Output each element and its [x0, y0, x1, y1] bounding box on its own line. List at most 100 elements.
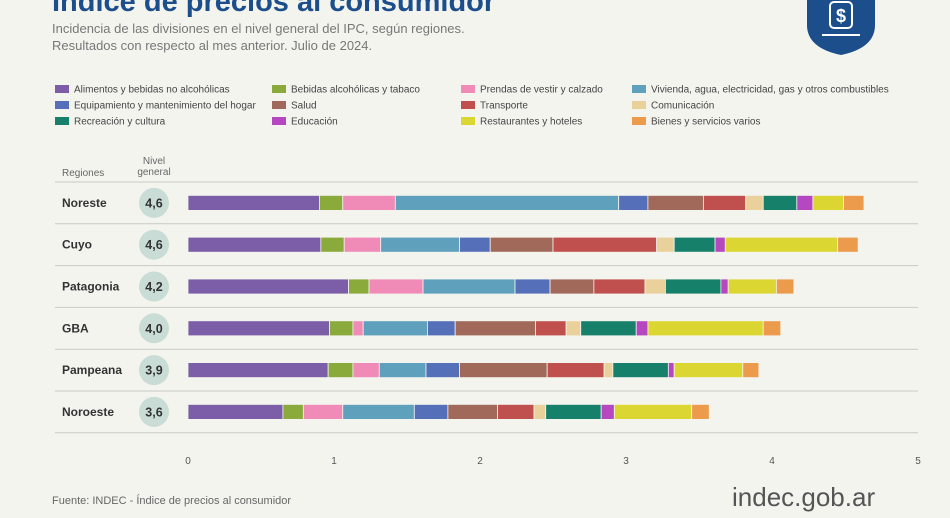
logo-icon: $	[807, 0, 875, 55]
category-label: GBA	[62, 321, 89, 335]
bar-segment	[352, 362, 380, 379]
legend-label: Salud	[291, 101, 317, 112]
legend-swatch	[461, 85, 475, 93]
legend-label: Prendas de vestir y calzado	[480, 85, 603, 96]
bar-segment	[667, 362, 675, 379]
legend-label: Recreación y cultura	[74, 117, 166, 128]
bar-segment	[187, 236, 322, 253]
legend-swatch	[272, 85, 286, 93]
bar-segment	[724, 236, 839, 253]
bar-segment	[497, 403, 535, 420]
bar-segment	[327, 362, 354, 379]
subtitle: Resultados con respecto al mes anterior.…	[52, 38, 372, 53]
source: Fuente: INDEC - Índice de precios al con…	[52, 494, 291, 507]
general-label: 4,6	[145, 238, 162, 252]
general-badge	[139, 313, 169, 344]
bar-segment	[720, 278, 729, 295]
bar-segment	[552, 236, 658, 253]
legend-label: Bebidas alcohólicas y tabaco	[291, 85, 420, 96]
general-badge	[139, 229, 169, 260]
category-label: Pampeana	[62, 363, 122, 377]
bar-segment	[647, 194, 704, 211]
bar-segment	[187, 278, 350, 295]
bar-segment	[612, 362, 669, 379]
bar-segment	[282, 403, 304, 420]
general-label: 4,6	[145, 196, 162, 210]
bar-segment	[348, 278, 370, 295]
bar-segment	[762, 320, 782, 337]
bar-segment	[742, 362, 760, 379]
bar-segment	[422, 278, 516, 295]
bar-segment	[302, 403, 344, 420]
bar-segment	[447, 403, 498, 420]
bar-segment	[380, 236, 460, 253]
bar-segment	[187, 403, 284, 420]
bar-segment	[593, 278, 646, 295]
legend-swatch	[461, 101, 475, 109]
bar-segment	[647, 320, 764, 337]
bar-segment	[691, 403, 710, 420]
legend-swatch	[55, 101, 69, 109]
legend-label: Comunicación	[651, 101, 714, 112]
bar-segment	[514, 278, 551, 295]
bar-segment	[745, 194, 764, 211]
general-header: Nivel general	[137, 156, 171, 178]
bar-segment	[580, 320, 637, 337]
general-badge	[139, 271, 169, 302]
title: Índice de precios al consumidor	[52, 0, 495, 18]
general-label: 3,9	[145, 364, 162, 378]
bar-segment	[320, 236, 345, 253]
legend-swatch	[461, 117, 475, 125]
bar-segment	[644, 278, 666, 295]
bar-segment	[775, 278, 795, 295]
legend-label: Restaurantes y hoteles	[480, 117, 582, 128]
x-tick-label: 1	[331, 456, 337, 467]
bar-segment	[187, 194, 320, 211]
legend-swatch	[272, 117, 286, 125]
legend-swatch	[55, 85, 69, 93]
bar-segment	[549, 278, 595, 295]
bar-segment	[635, 320, 649, 337]
bar-segment	[343, 236, 382, 253]
bar-segment	[665, 278, 722, 295]
legend-swatch	[272, 101, 286, 109]
bar-segment	[673, 236, 716, 253]
bar-segment	[329, 320, 354, 337]
x-tick-label: 2	[477, 456, 483, 467]
bar-segment	[533, 403, 547, 420]
bar-segment	[600, 403, 615, 420]
bar-segment	[714, 236, 726, 253]
bar-segment	[342, 194, 396, 211]
bar-segment	[812, 194, 844, 211]
bar-segment	[427, 320, 456, 337]
bar-segment	[459, 236, 491, 253]
bar-segment	[603, 362, 614, 379]
bar-segment	[843, 194, 865, 211]
legend-label: Transporte	[480, 101, 528, 112]
general-badge	[139, 187, 169, 218]
bar-segment	[535, 320, 567, 337]
bar-segment	[459, 362, 548, 379]
bar-segment	[425, 362, 460, 379]
bar-segment	[362, 320, 428, 337]
legend-label: Educación	[291, 117, 338, 128]
bar-segment	[673, 362, 744, 379]
legend-swatch	[632, 117, 646, 125]
logo-text: indec.gob.ar	[732, 482, 875, 512]
legend-swatch	[632, 101, 646, 109]
bar-segment	[394, 194, 620, 211]
bar-segment	[727, 278, 777, 295]
bar-segment	[187, 362, 329, 379]
category-label: Cuyo	[62, 238, 92, 252]
bar-segment	[318, 194, 344, 211]
bar-segment	[565, 320, 582, 337]
bar-segment	[796, 194, 814, 211]
bar-segment	[342, 403, 415, 420]
bar-segment	[187, 320, 331, 337]
bar-segment	[454, 320, 536, 337]
bar-segment	[656, 236, 675, 253]
bar-segment	[702, 194, 747, 211]
legend-label: Bienes y servicios varios	[651, 117, 760, 128]
legend-label: Alimentos y bebidas no alcohólicas	[74, 85, 230, 96]
